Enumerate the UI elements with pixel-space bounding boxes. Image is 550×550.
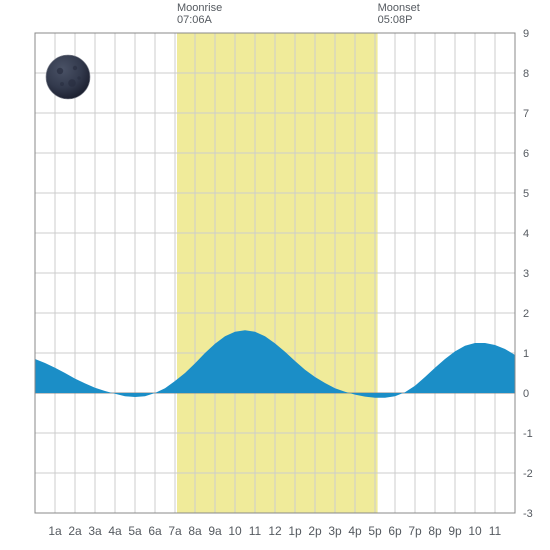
svg-text:4p: 4p bbox=[348, 524, 362, 538]
svg-text:1: 1 bbox=[523, 348, 529, 360]
svg-text:3a: 3a bbox=[88, 524, 102, 538]
svg-text:6a: 6a bbox=[148, 524, 162, 538]
svg-text:3p: 3p bbox=[328, 524, 342, 538]
svg-text:9: 9 bbox=[523, 28, 529, 40]
moonset-time: 05:08P bbox=[378, 14, 420, 26]
svg-text:6: 6 bbox=[523, 148, 529, 160]
svg-text:-3: -3 bbox=[523, 508, 533, 520]
svg-text:1p: 1p bbox=[288, 524, 302, 538]
moonrise-title: Moonrise bbox=[177, 2, 222, 14]
svg-text:8: 8 bbox=[523, 68, 529, 80]
svg-text:8p: 8p bbox=[428, 524, 442, 538]
svg-text:-1: -1 bbox=[523, 428, 533, 440]
moonset-title: Moonset bbox=[378, 2, 420, 14]
svg-text:4: 4 bbox=[523, 228, 529, 240]
svg-text:10: 10 bbox=[468, 524, 482, 538]
moonrise-label: Moonrise 07:06A bbox=[177, 2, 222, 26]
tide-chart: -3-2-101234567891a2a3a4a5a6a7a8a9a101112… bbox=[0, 0, 550, 550]
svg-text:4a: 4a bbox=[108, 524, 122, 538]
svg-text:5: 5 bbox=[523, 188, 529, 200]
svg-text:8a: 8a bbox=[188, 524, 202, 538]
svg-text:9a: 9a bbox=[208, 524, 222, 538]
svg-text:7p: 7p bbox=[408, 524, 422, 538]
svg-text:9p: 9p bbox=[448, 524, 462, 538]
svg-text:11: 11 bbox=[489, 524, 502, 538]
svg-text:2a: 2a bbox=[68, 524, 82, 538]
svg-text:-2: -2 bbox=[523, 468, 533, 480]
svg-text:2: 2 bbox=[523, 308, 529, 320]
svg-text:3: 3 bbox=[523, 268, 529, 280]
svg-text:1a: 1a bbox=[48, 524, 62, 538]
moonrise-time: 07:06A bbox=[177, 14, 222, 26]
svg-text:10: 10 bbox=[228, 524, 242, 538]
svg-text:5p: 5p bbox=[368, 524, 382, 538]
svg-text:5a: 5a bbox=[128, 524, 142, 538]
moonset-label: Moonset 05:08P bbox=[378, 2, 420, 26]
svg-text:7a: 7a bbox=[168, 524, 182, 538]
svg-text:0: 0 bbox=[523, 388, 529, 400]
svg-text:12: 12 bbox=[268, 524, 282, 538]
svg-text:7: 7 bbox=[523, 108, 529, 120]
svg-text:2p: 2p bbox=[308, 524, 322, 538]
svg-text:11: 11 bbox=[249, 524, 262, 538]
svg-text:6p: 6p bbox=[388, 524, 402, 538]
moon-phase-icon bbox=[45, 54, 91, 100]
